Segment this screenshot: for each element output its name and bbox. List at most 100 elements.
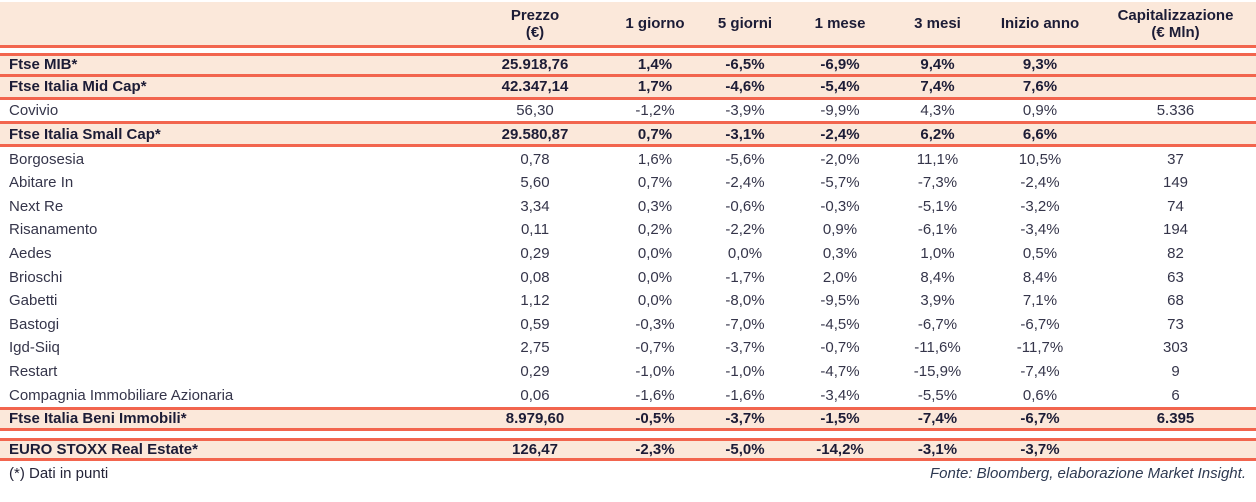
- cell: 2,0%: [822, 268, 858, 286]
- cell: 82: [1167, 245, 1184, 263]
- cell: -3,1%: [917, 440, 958, 458]
- cell: 0,0%: [637, 245, 673, 263]
- table-body: Ftse MIB* 25.918,76 1,4% -6,5% -6,9% 9,4% 9,3%…: [0, 53, 1256, 462]
- cell: -6,9%: [820, 56, 860, 74]
- cell: 1,6%: [637, 150, 673, 168]
- cell: 0,3%: [637, 197, 673, 215]
- cell: -1,0%: [635, 363, 675, 381]
- cell: -3,4%: [1020, 221, 1060, 239]
- table-row: Restart 0,29 -1,0% -1,0% -4,7% -15,9% -7,4% 9: [0, 360, 1256, 384]
- cell: -5,7%: [820, 174, 860, 192]
- cell: -5,1%: [917, 197, 958, 215]
- cell: 9,3%: [1022, 56, 1058, 74]
- cell: 9: [1171, 363, 1180, 381]
- cell: -0,3%: [820, 197, 860, 215]
- cell: 0,5%: [1022, 245, 1058, 263]
- cell: 74: [1167, 197, 1184, 215]
- table-row: Risanamento 0,11 0,2% -2,2% 0,9% -6,1% -3,4% 19…: [0, 218, 1256, 242]
- cell: -0,7%: [635, 339, 675, 357]
- cell: 0,6%: [1022, 386, 1058, 404]
- cell: -6,7%: [1020, 410, 1060, 428]
- cell: 1,12: [520, 292, 550, 310]
- row-label: Ftse Italia Mid Cap*: [9, 78, 147, 96]
- cell: 0,0%: [637, 268, 673, 286]
- cell: -3,2%: [1020, 197, 1060, 215]
- cell: -6,5%: [725, 56, 765, 74]
- table-row: Ftse Italia Mid Cap* 42.347,14 1,7% -4,6% -5…: [0, 76, 1256, 101]
- column-header: Prezzo (€): [510, 6, 560, 41]
- cell: 7,1%: [1022, 292, 1058, 310]
- cell: 6,6%: [1022, 125, 1058, 143]
- column-header: 5 giorni: [717, 15, 773, 32]
- cell: -2,4%: [820, 125, 860, 143]
- cell: 0,06: [520, 386, 550, 404]
- cell: 4,3%: [920, 101, 955, 119]
- column-header: Inizio anno: [1000, 15, 1080, 32]
- cell: -6,7%: [917, 315, 958, 333]
- cell: 1,7%: [637, 78, 673, 96]
- cell: 56,30: [516, 101, 554, 119]
- cell: -3,7%: [1020, 440, 1060, 458]
- cell: -0,3%: [635, 315, 675, 333]
- source-note: Fonte: Bloomberg, elaborazione Market In…: [929, 465, 1246, 483]
- table-row: Aedes 0,29 0,0% 0,0% 0,3% 1,0% 0,5% 82: [0, 242, 1256, 266]
- cell: -3,4%: [820, 386, 860, 404]
- cell: -11,6%: [914, 339, 961, 357]
- column-header: 1 giorno: [625, 15, 685, 32]
- cell: 0,7%: [637, 174, 673, 192]
- table-row: Bastogi 0,59 -0,3% -7,0% -4,5% -6,7% -6,7% 73: [0, 313, 1256, 337]
- column-header: 1 mese: [814, 15, 866, 32]
- cell: 29.580,87: [501, 125, 569, 143]
- cell: -8,0%: [725, 292, 765, 310]
- cell: -6,1%: [917, 221, 958, 239]
- table-row: Ftse MIB* 25.918,76 1,4% -6,5% -6,9% 9,4% 9,3%: [0, 53, 1256, 77]
- cell: 1,0%: [920, 245, 955, 263]
- table-row: Igd-Siiq 2,75 -0,7% -3,7% -0,7% -11,6% -11,7% 3…: [0, 336, 1256, 360]
- table-header-row: Prezzo (€) 1 giorno 5 giorni 1 mese 3 mesi In…: [0, 2, 1256, 48]
- cell: -5,5%: [917, 386, 958, 404]
- cell: 25.918,76: [501, 56, 569, 74]
- cell: -5,4%: [820, 78, 860, 96]
- cell: 0,7%: [637, 125, 673, 143]
- cell: -0,6%: [725, 197, 765, 215]
- cell: 0,9%: [822, 221, 858, 239]
- cell: -1,7%: [725, 268, 765, 286]
- row-label: Next Re: [9, 197, 64, 215]
- cell: 0,11: [520, 221, 550, 239]
- cell: -6,7%: [1020, 315, 1060, 333]
- table-row: Compagnia Immobiliare Azionaria 0,06 -1,6%…: [0, 383, 1256, 407]
- cell: 3,9%: [920, 292, 955, 310]
- cell: -9,9%: [820, 101, 860, 119]
- cell: -2,3%: [635, 440, 675, 458]
- cell: 194: [1162, 221, 1189, 239]
- table-row: Ftse Italia Small Cap* 29.580,87 0,7% -3,1%…: [0, 123, 1256, 148]
- cell: 63: [1167, 268, 1184, 286]
- cell: 0,3%: [822, 245, 858, 263]
- cell: -1,6%: [725, 386, 765, 404]
- cell: 5,60: [520, 174, 550, 192]
- cell: -1,5%: [820, 410, 860, 428]
- cell: -3,9%: [725, 101, 765, 119]
- cell: 303: [1162, 339, 1189, 357]
- cell: -11,7%: [1016, 339, 1064, 357]
- row-label: Ftse Italia Beni Immobili*: [9, 410, 187, 428]
- cell: 42.347,14: [501, 78, 569, 96]
- table-row: Brioschi 0,08 0,0% -1,7% 2,0% 8,4% 8,4% 63: [0, 265, 1256, 289]
- row-label: Aedes: [9, 245, 52, 263]
- row-label: Abitare In: [9, 174, 74, 192]
- table-row: Ftse Italia Beni Immobili* 8.979,60 -0,5% -…: [0, 406, 1256, 431]
- cell: -7,4%: [1020, 363, 1060, 381]
- cell: -4,6%: [725, 78, 765, 96]
- cell: 7,6%: [1022, 78, 1058, 96]
- cell: 73: [1167, 315, 1184, 333]
- cell: -0,7%: [820, 339, 860, 357]
- cell: -7,0%: [725, 315, 765, 333]
- cell: -14,2%: [816, 440, 864, 458]
- cell: -5,6%: [725, 150, 765, 168]
- cell: 149: [1162, 174, 1189, 192]
- cell: 8,4%: [1022, 268, 1058, 286]
- cell: 0,29: [520, 245, 550, 263]
- cell: 0,2%: [637, 221, 673, 239]
- cell: 37: [1167, 150, 1184, 168]
